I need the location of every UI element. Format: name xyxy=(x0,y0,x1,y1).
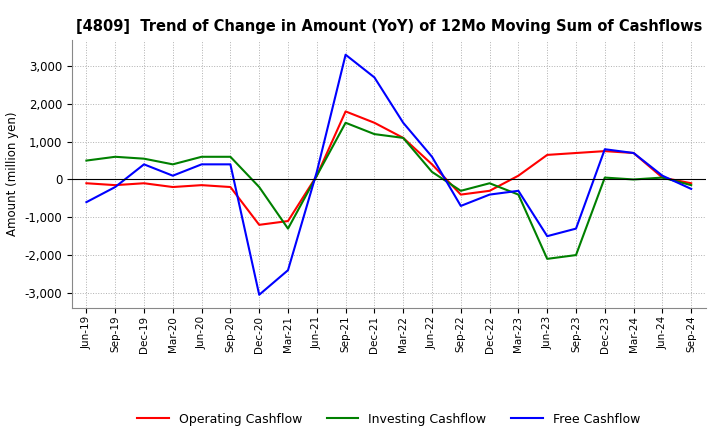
Investing Cashflow xyxy=(428,169,436,175)
Operating Cashflow xyxy=(284,218,292,224)
Investing Cashflow xyxy=(572,253,580,258)
Free Cashflow xyxy=(456,203,465,209)
Investing Cashflow xyxy=(255,184,264,190)
Operating Cashflow xyxy=(341,109,350,114)
Investing Cashflow xyxy=(197,154,206,159)
Investing Cashflow xyxy=(370,132,379,137)
Y-axis label: Amount (million yen): Amount (million yen) xyxy=(6,112,19,236)
Free Cashflow xyxy=(197,162,206,167)
Operating Cashflow xyxy=(399,135,408,140)
Investing Cashflow xyxy=(341,120,350,125)
Operating Cashflow xyxy=(543,152,552,158)
Operating Cashflow xyxy=(370,120,379,125)
Investing Cashflow xyxy=(629,177,638,182)
Free Cashflow xyxy=(284,268,292,273)
Operating Cashflow xyxy=(658,175,667,180)
Free Cashflow xyxy=(629,150,638,156)
Free Cashflow xyxy=(370,75,379,80)
Operating Cashflow xyxy=(428,162,436,167)
Investing Cashflow xyxy=(226,154,235,159)
Operating Cashflow xyxy=(514,173,523,178)
Free Cashflow xyxy=(687,186,696,191)
Free Cashflow xyxy=(82,199,91,205)
Free Cashflow xyxy=(514,188,523,194)
Investing Cashflow xyxy=(312,173,321,178)
Investing Cashflow xyxy=(456,188,465,194)
Free Cashflow xyxy=(312,169,321,175)
Investing Cashflow xyxy=(543,256,552,261)
Investing Cashflow xyxy=(485,180,494,186)
Investing Cashflow xyxy=(658,175,667,180)
Free Cashflow xyxy=(658,173,667,178)
Free Cashflow xyxy=(572,226,580,231)
Operating Cashflow xyxy=(312,173,321,178)
Investing Cashflow xyxy=(284,226,292,231)
Investing Cashflow xyxy=(82,158,91,163)
Operating Cashflow xyxy=(168,184,177,190)
Operating Cashflow xyxy=(572,150,580,156)
Operating Cashflow xyxy=(485,188,494,194)
Operating Cashflow xyxy=(687,180,696,186)
Free Cashflow xyxy=(226,162,235,167)
Line: Operating Cashflow: Operating Cashflow xyxy=(86,111,691,225)
Operating Cashflow xyxy=(226,184,235,190)
Operating Cashflow xyxy=(111,183,120,188)
Title: [4809]  Trend of Change in Amount (YoY) of 12Mo Moving Sum of Cashflows: [4809] Trend of Change in Amount (YoY) o… xyxy=(76,19,702,34)
Operating Cashflow xyxy=(140,180,148,186)
Investing Cashflow xyxy=(600,175,609,180)
Investing Cashflow xyxy=(399,135,408,140)
Investing Cashflow xyxy=(514,192,523,197)
Legend: Operating Cashflow, Investing Cashflow, Free Cashflow: Operating Cashflow, Investing Cashflow, … xyxy=(132,407,645,431)
Operating Cashflow xyxy=(197,183,206,188)
Free Cashflow xyxy=(600,147,609,152)
Operating Cashflow xyxy=(456,192,465,197)
Free Cashflow xyxy=(341,52,350,57)
Line: Free Cashflow: Free Cashflow xyxy=(86,55,691,295)
Investing Cashflow xyxy=(168,162,177,167)
Free Cashflow xyxy=(485,192,494,197)
Free Cashflow xyxy=(428,154,436,159)
Operating Cashflow xyxy=(82,180,91,186)
Free Cashflow xyxy=(399,120,408,125)
Operating Cashflow xyxy=(629,150,638,156)
Free Cashflow xyxy=(140,162,148,167)
Free Cashflow xyxy=(111,184,120,190)
Operating Cashflow xyxy=(600,148,609,154)
Free Cashflow xyxy=(168,173,177,178)
Investing Cashflow xyxy=(140,156,148,161)
Investing Cashflow xyxy=(111,154,120,159)
Line: Investing Cashflow: Investing Cashflow xyxy=(86,123,691,259)
Investing Cashflow xyxy=(687,183,696,188)
Free Cashflow xyxy=(255,292,264,297)
Operating Cashflow xyxy=(255,222,264,227)
Free Cashflow xyxy=(543,234,552,239)
